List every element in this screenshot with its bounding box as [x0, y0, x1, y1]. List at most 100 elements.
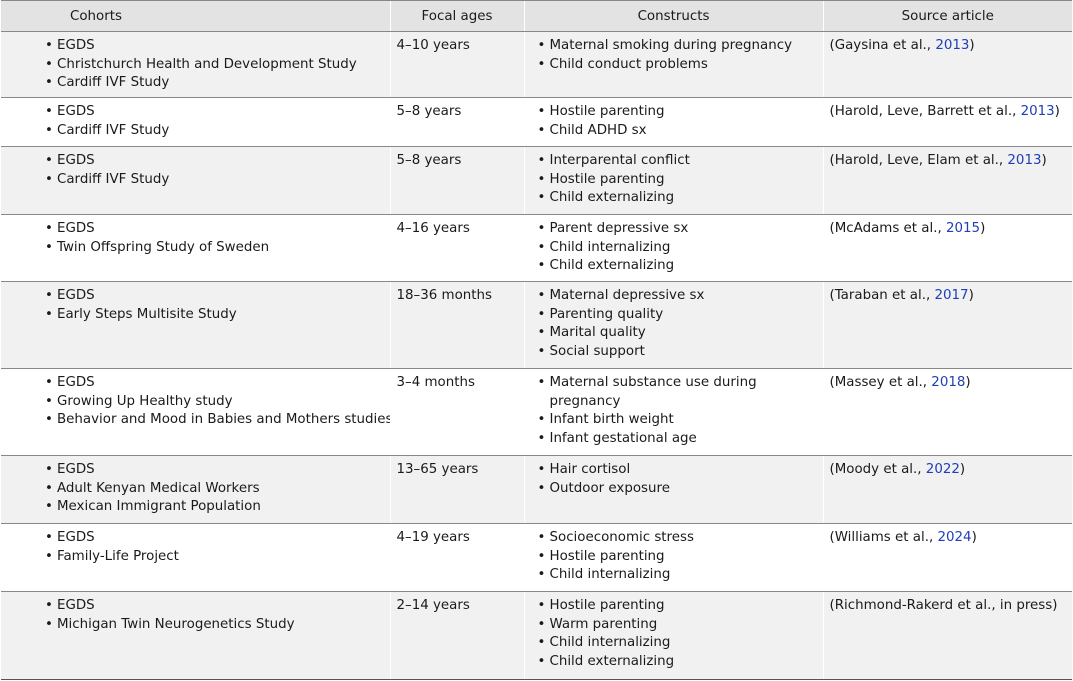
source-article-cell: (Richmond-Rakerd et al., in press): [822, 591, 1072, 680]
constructs-cell-list: Hair cortisolOutdoor exposure: [535, 461, 817, 498]
list-item: Parent depressive sx: [535, 220, 817, 239]
cohorts-cell-list: EGDSCardiff IVF Study: [42, 103, 384, 140]
list-item: Child externalizing: [535, 189, 817, 208]
focal-ages-cell: 13–65 years: [389, 455, 524, 524]
focal-ages-cell: 5–8 years: [389, 97, 524, 147]
source-article-cell: (Williams et al., 2024): [822, 523, 1072, 592]
list-item: Hostile parenting: [535, 103, 817, 122]
constructs-cell-list: Hostile parentingChild ADHD sx: [535, 103, 817, 140]
source-citation-text: (Richmond-Rakerd et al., in press): [829, 598, 1058, 613]
list-item: Interparental conflict: [535, 152, 817, 171]
source-citation-text: (Moody et al.,: [829, 462, 926, 477]
source-year-link[interactable]: 2013: [935, 38, 970, 53]
source-citation-text: (Williams et al.,: [829, 530, 938, 545]
list-item: Cardiff IVF Study: [42, 74, 384, 93]
list-item: EGDS: [42, 597, 384, 616]
header-focal-ages: Focal ages: [389, 0, 524, 32]
source-citation-close: ): [959, 462, 966, 477]
list-item: Adult Kenyan Medical Workers: [42, 480, 384, 499]
list-item: Family-Life Project: [42, 548, 384, 567]
cohorts-cell: EGDSCardiff IVF Study: [1, 146, 390, 215]
cohorts-cell-list: EGDSAdult Kenyan Medical WorkersMexican …: [42, 461, 384, 517]
focal-ages-cell: 3–4 months: [389, 368, 524, 456]
list-item: EGDS: [42, 37, 384, 56]
header-constructs: Constructs: [523, 0, 823, 32]
source-article-cell: (Harold, Leve, Barrett et al., 2013): [822, 97, 1072, 147]
header-cohorts: Cohorts: [1, 0, 390, 32]
source-article-cell: (Harold, Leve, Elam et al., 2013): [822, 146, 1072, 215]
constructs-cell-list: Hostile parentingWarm parentingChild int…: [535, 597, 817, 671]
list-item: Child externalizing: [535, 257, 817, 276]
focal-ages-cell: 4–10 years: [389, 31, 524, 98]
cohorts-cell-list: EGDSChristchurch Health and Development …: [42, 37, 384, 93]
list-item: Warm parenting: [535, 616, 817, 635]
list-item: Child conduct problems: [535, 56, 817, 75]
table-row: EGDSChristchurch Health and Development …: [1, 31, 1072, 98]
list-item: Hostile parenting: [535, 597, 817, 616]
list-item: Child internalizing: [535, 566, 817, 585]
source-citation-close: ): [1041, 153, 1047, 168]
cohorts-cell-list: EGDSFamily-Life Project: [42, 529, 384, 566]
source-citation-text: (Taraban et al.,: [829, 288, 935, 303]
header-source-article: Source article: [822, 0, 1072, 32]
cohorts-cell: EGDSTwin Offspring Study of Sweden: [1, 214, 390, 282]
constructs-cell-list: Parent depressive sxChild internalizingC…: [535, 220, 817, 276]
table-row: EGDSMichigan Twin Neurogenetics Study 2–1…: [1, 591, 1072, 680]
list-item: Child internalizing: [535, 634, 817, 653]
cohorts-cell-list: EGDSEarly Steps Multisite Study: [42, 287, 384, 324]
list-item: EGDS: [42, 529, 384, 548]
source-year-link[interactable]: 2017: [934, 288, 969, 303]
source-year-link[interactable]: 2013: [1020, 104, 1055, 119]
focal-ages-cell: 4–16 years: [389, 214, 524, 282]
constructs-cell-list: Maternal smoking during pregnancyChild c…: [535, 37, 817, 74]
source-year-link[interactable]: 2013: [1007, 153, 1042, 168]
list-item: Hostile parenting: [535, 548, 817, 567]
focal-ages-cell: 5–8 years: [389, 146, 524, 215]
source-article-cell: (Gaysina et al., 2013): [822, 31, 1072, 98]
list-item: Cardiff IVF Study: [42, 122, 384, 141]
source-citation-close: ): [971, 530, 977, 545]
list-item: EGDS: [42, 374, 384, 393]
constructs-cell-list: Maternal substance use duringpregnancyIn…: [535, 374, 817, 448]
constructs-cell: Parent depressive sxChild internalizingC…: [523, 214, 823, 282]
constructs-cell: Maternal depressive sxParenting qualityM…: [523, 281, 823, 369]
constructs-cell: Maternal smoking during pregnancyChild c…: [523, 31, 823, 98]
cohorts-cell-list: EGDSTwin Offspring Study of Sweden: [42, 220, 384, 257]
cohorts-cell: EGDSFamily-Life Project: [1, 523, 390, 592]
constructs-cell-list: Interparental conflictHostile parentingC…: [535, 152, 817, 208]
source-citation-close: ): [965, 375, 971, 390]
source-citation-text: (Gaysina et al.,: [829, 38, 936, 53]
source-citation-text: (Massey et al.,: [829, 375, 932, 390]
constructs-cell-list: Socioeconomic stressHostile parentingChi…: [535, 529, 817, 585]
list-item: Infant gestational age: [535, 430, 817, 449]
list-item: Behavior and Mood in Babies and Mothers …: [42, 411, 390, 430]
source-year-link[interactable]: 2022: [925, 462, 960, 477]
source-citation-close: ): [1054, 104, 1060, 119]
constructs-cell: Socioeconomic stressHostile parentingChi…: [523, 523, 823, 592]
constructs-cell: Hostile parentingChild ADHD sx: [523, 97, 823, 147]
source-year-link[interactable]: 2024: [937, 530, 972, 545]
focal-ages-cell: 18–36 months: [389, 281, 524, 369]
list-item: Michigan Twin Neurogenetics Study: [42, 616, 384, 635]
list-item: Twin Offspring Study of Sweden: [42, 239, 384, 258]
list-item: Child ADHD sx: [535, 122, 817, 141]
table-row: EGDSAdult Kenyan Medical WorkersMexican …: [1, 455, 1072, 524]
source-year-link[interactable]: 2018: [931, 375, 966, 390]
focal-ages-cell: 2–14 years: [389, 591, 524, 680]
cohorts-cell: EGDSEarly Steps Multisite Study: [1, 281, 390, 369]
list-item: Cardiff IVF Study: [42, 171, 384, 190]
source-article-cell: (Massey et al., 2018): [822, 368, 1072, 456]
list-item: Christchurch Health and Development Stud…: [42, 56, 384, 75]
list-item: Infant birth weight: [535, 411, 817, 430]
list-item: Parenting quality: [535, 306, 817, 325]
list-item: Mexican Immigrant Population: [42, 498, 384, 517]
source-year-link[interactable]: 2015: [946, 221, 981, 236]
list-item: EGDS: [42, 152, 384, 171]
constructs-cell: Interparental conflictHostile parentingC…: [523, 146, 823, 215]
list-item: EGDS: [42, 220, 384, 239]
